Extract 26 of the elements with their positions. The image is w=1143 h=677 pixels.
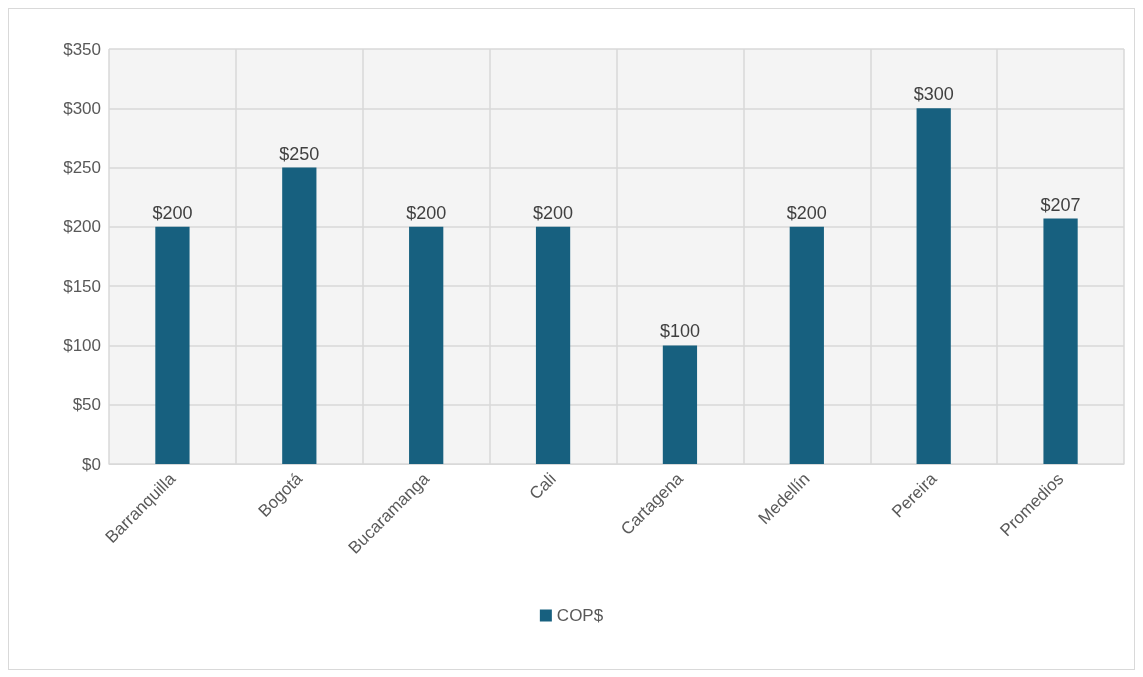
data-label: $250 bbox=[279, 143, 320, 164]
data-label: $200 bbox=[786, 202, 827, 223]
bar bbox=[789, 226, 824, 464]
y-tick-label: $0 bbox=[82, 454, 101, 474]
bar bbox=[155, 226, 190, 464]
bar bbox=[409, 226, 444, 464]
x-tick-label: Cali bbox=[525, 469, 560, 504]
legend-label: COP$ bbox=[556, 606, 604, 625]
data-label: $300 bbox=[913, 84, 954, 105]
data-label: $200 bbox=[406, 202, 447, 223]
y-tick-label: $300 bbox=[63, 98, 101, 118]
y-tick-label: $350 bbox=[63, 39, 101, 59]
bar bbox=[535, 226, 571, 464]
data-label: $200 bbox=[533, 202, 574, 223]
bar bbox=[282, 167, 317, 464]
bar bbox=[1043, 218, 1078, 464]
y-tick-label: $100 bbox=[63, 335, 101, 355]
data-label: $100 bbox=[659, 321, 700, 342]
y-tick-label: $150 bbox=[63, 276, 101, 296]
y-tick-label: $200 bbox=[63, 217, 101, 237]
bar bbox=[662, 345, 698, 464]
bar bbox=[916, 108, 951, 464]
y-tick-label: $50 bbox=[72, 395, 101, 415]
data-label: $207 bbox=[1040, 194, 1081, 215]
data-label: $200 bbox=[152, 202, 193, 223]
y-tick-label: $250 bbox=[63, 158, 101, 178]
